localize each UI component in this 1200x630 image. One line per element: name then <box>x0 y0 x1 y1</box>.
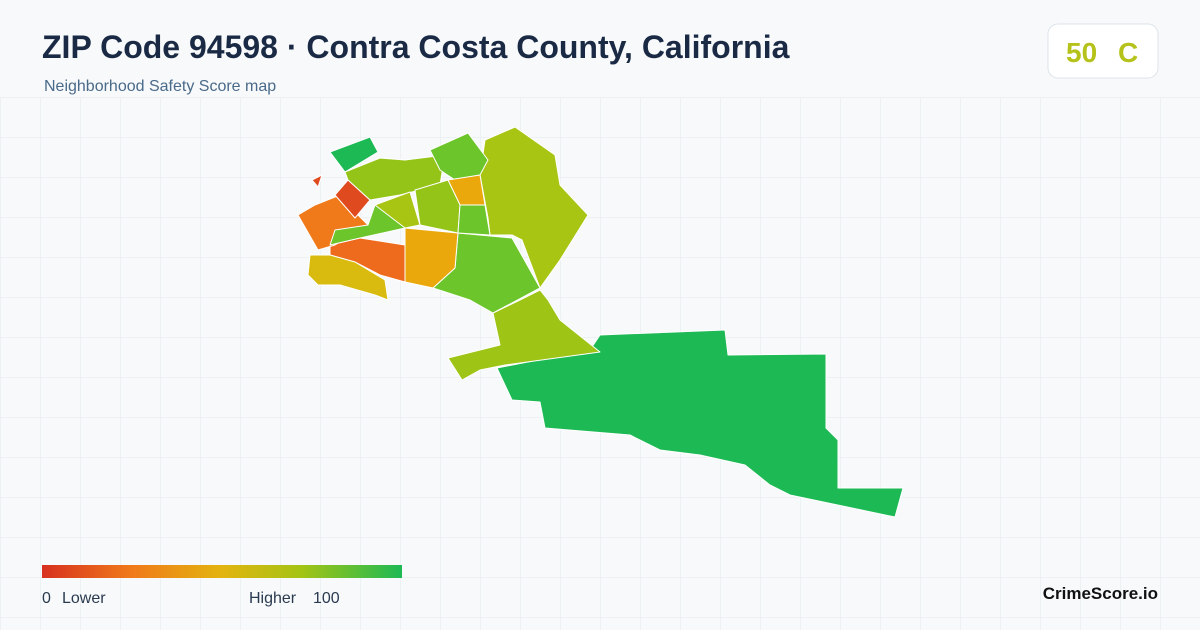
legend-max-label: Higher <box>249 590 297 607</box>
region <box>311 174 323 188</box>
region <box>307 254 389 301</box>
brand: CrimeScore.io <box>1043 584 1158 603</box>
score-box <box>1047 23 1159 79</box>
title: ZIP Code 94598 · Contra Costa County, Ca… <box>42 29 790 65</box>
legend-max: 100 <box>313 590 340 607</box>
legend-bar <box>42 565 402 578</box>
legend-min-label: Lower <box>62 590 106 607</box>
region <box>329 136 379 173</box>
legend-min: 0 <box>42 590 51 607</box>
region <box>447 289 601 381</box>
region <box>457 204 491 236</box>
region <box>496 329 904 518</box>
map <box>297 126 904 518</box>
score-value: 50 <box>1066 37 1097 68</box>
score-grade: C <box>1118 37 1138 68</box>
subtitle: Neighborhood Safety Score map <box>44 78 276 95</box>
